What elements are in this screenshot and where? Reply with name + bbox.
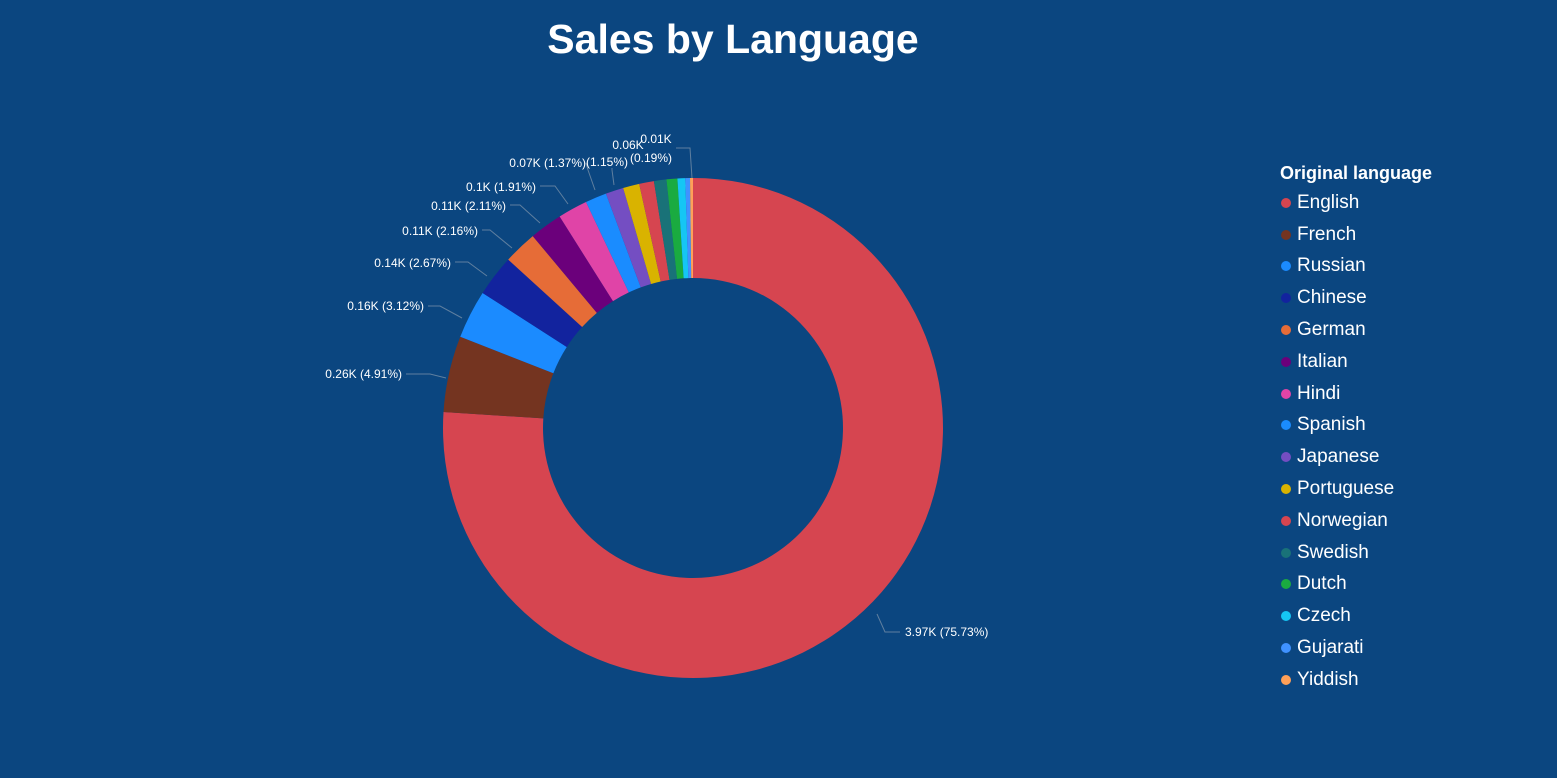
legend-label: German	[1297, 319, 1366, 341]
legend-label: Yiddish	[1297, 668, 1359, 690]
legend-label: Chinese	[1297, 287, 1367, 309]
legend-dot-icon	[1281, 515, 1291, 526]
legend-label: Japanese	[1297, 446, 1380, 468]
slice-french[interactable]	[443, 336, 554, 419]
legend-dot-icon	[1281, 643, 1291, 654]
legend-dot-icon	[1281, 452, 1291, 463]
slice-yiddish[interactable]	[690, 178, 693, 279]
legend-label: Russian	[1297, 255, 1366, 277]
slice-english[interactable]	[443, 178, 943, 679]
slice-chinese[interactable]	[482, 259, 583, 347]
legend-item-gujarati[interactable]: Gujarati	[1280, 632, 1432, 664]
slice-gujarati[interactable]	[685, 178, 692, 279]
legend-label: Dutch	[1297, 573, 1347, 595]
slice-dutch[interactable]	[666, 178, 684, 279]
data-label-spanish: 0.07K (1.37%)	[509, 156, 586, 170]
leader-line	[876, 613, 900, 633]
data-label-english: 3.97K (75.73%)	[905, 625, 988, 639]
legend-item-dutch[interactable]: Dutch	[1280, 569, 1432, 601]
legend-item-spanish[interactable]: Spanish	[1280, 410, 1432, 442]
data-label-russian: 0.16K (3.12%)	[347, 299, 424, 313]
legend: Original language English French Russian Ch…	[1280, 163, 1432, 696]
data-label-japanese: 0.06K	[612, 138, 643, 152]
legend-label: Czech	[1297, 605, 1351, 627]
legend-item-french[interactable]: French	[1280, 219, 1432, 251]
legend-label: Swedish	[1297, 541, 1369, 563]
data-label-french: 0.26K (4.91%)	[325, 367, 402, 381]
legend-dot-icon	[1281, 611, 1291, 622]
data-label-chinese: 0.14K (2.67%)	[374, 256, 451, 270]
legend-dot-icon	[1281, 261, 1291, 272]
legend-dot-icon	[1281, 484, 1291, 495]
slice-italian[interactable]	[532, 216, 613, 313]
legend-title: Original language	[1280, 163, 1433, 183]
slice-german[interactable]	[508, 236, 597, 327]
slice-spanish[interactable]	[586, 193, 641, 293]
legend-item-swedish[interactable]: Swedish	[1280, 537, 1432, 569]
legend-item-hindi[interactable]: Hindi	[1280, 378, 1432, 410]
data-label-italian: 0.11K (2.11%)	[431, 199, 506, 213]
legend-label: Gujarati	[1297, 637, 1364, 659]
legend-item-german[interactable]: German	[1280, 314, 1432, 346]
slice-swedish[interactable]	[653, 179, 678, 280]
chart-title: Sales by Language	[547, 16, 919, 62]
data-label-yiddish: 0.01K	[640, 132, 671, 146]
legend-item-chinese[interactable]: Chinese	[1280, 282, 1432, 314]
data-label-german: 0.11K (2.16%)	[402, 224, 478, 238]
legend-item-english[interactable]: English	[1280, 187, 1432, 219]
leader-line	[676, 147, 693, 179]
leader-line	[510, 204, 541, 224]
legend-label: Hindi	[1297, 382, 1341, 404]
legend-item-japanese[interactable]: Japanese	[1280, 441, 1432, 473]
legend-label: Norwegian	[1297, 509, 1388, 531]
data-label-yiddish-percent: (0.19%)	[630, 151, 672, 165]
legend-dot-icon	[1281, 356, 1291, 367]
legend-item-czech[interactable]: Czech	[1280, 600, 1432, 632]
legend-label: Italian	[1297, 350, 1348, 372]
legend-item-italian[interactable]: Italian	[1280, 346, 1432, 378]
data-label-hindi: 0.1K (1.91%)	[466, 180, 536, 194]
legend-label: English	[1297, 191, 1360, 213]
legend-dot-icon	[1281, 293, 1291, 304]
leader-line	[585, 162, 596, 191]
legend-dot-icon	[1281, 420, 1291, 431]
legend-dot-icon	[1281, 229, 1291, 240]
legend-item-yiddish[interactable]: Yiddish	[1280, 664, 1432, 696]
legend-dot-icon	[1281, 547, 1291, 558]
legend-items: English French Russian Chinese German Italian…	[1280, 187, 1432, 696]
legend-item-russian[interactable]: Russian	[1280, 251, 1432, 283]
leader-line	[611, 168, 615, 186]
legend-dot-icon	[1281, 388, 1291, 399]
legend-dot-icon	[1281, 674, 1291, 685]
slice-czech[interactable]	[677, 178, 689, 279]
slice-group	[443, 178, 943, 679]
legend-item-portuguese[interactable]: Portuguese	[1280, 473, 1432, 505]
legend-label: French	[1297, 223, 1357, 245]
data-label-japanese-percent: (1.15%)	[586, 155, 628, 169]
data-label-group: 3.97K (75.73%) 0.26K (4.91%) 0.16K (3.12%)…	[325, 132, 988, 639]
leader-line	[406, 373, 447, 379]
leader-line	[482, 229, 513, 249]
slice-portuguese[interactable]	[623, 183, 661, 284]
legend-item-norwegian[interactable]: Norwegian	[1280, 505, 1432, 537]
leader-line	[455, 261, 488, 277]
legend-dot-icon	[1281, 579, 1291, 590]
legend-label: Portuguese	[1297, 478, 1395, 500]
slice-russian[interactable]	[460, 292, 567, 374]
slice-japanese[interactable]	[605, 187, 652, 288]
legend-dot-icon	[1281, 197, 1291, 208]
legend-label: Spanish	[1297, 414, 1366, 436]
legend-dot-icon	[1281, 325, 1291, 336]
slice-norwegian[interactable]	[639, 181, 670, 282]
leader-line	[428, 305, 463, 319]
leader-line	[540, 185, 569, 205]
donut-chart: 3.97K (75.73%) 0.26K (4.91%) 0.16K (3.12%)…	[325, 132, 988, 679]
slice-hindi[interactable]	[559, 202, 629, 302]
